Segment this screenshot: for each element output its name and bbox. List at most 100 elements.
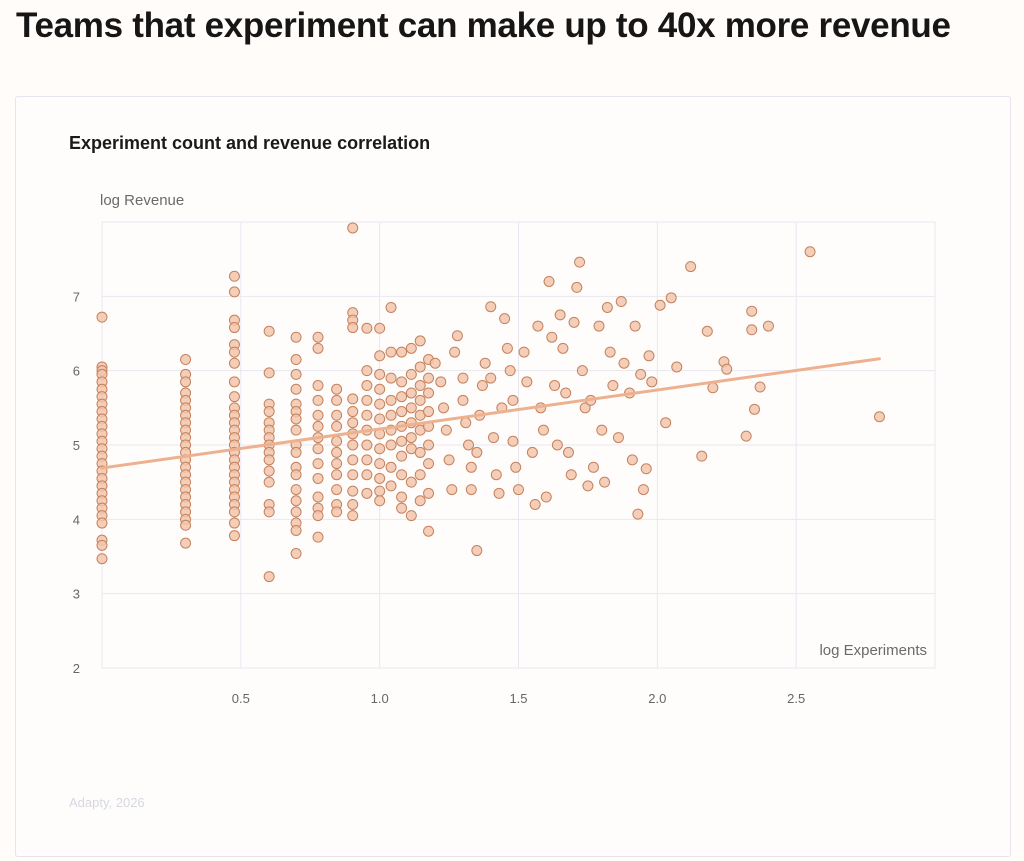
data-point: [385, 461, 397, 473]
data-point: [507, 435, 519, 447]
data-point: [290, 354, 302, 366]
data-point: [263, 465, 275, 477]
data-point: [312, 472, 324, 484]
data-point: [488, 432, 500, 444]
data-point: [804, 246, 816, 258]
data-point: [671, 361, 683, 373]
data-point: [396, 435, 408, 447]
data-point: [263, 406, 275, 418]
data-point: [451, 330, 463, 342]
data-point: [635, 368, 647, 380]
y-tick-label: 3: [73, 587, 80, 602]
data-point: [312, 409, 324, 421]
data-point: [312, 380, 324, 392]
x-tick-label: 2.5: [787, 691, 805, 706]
data-point: [396, 502, 408, 514]
data-point: [615, 296, 627, 308]
data-point: [385, 480, 397, 492]
data-point: [554, 309, 566, 321]
data-point: [405, 510, 417, 522]
data-point: [347, 485, 359, 497]
data-point: [414, 495, 426, 507]
data-point: [443, 454, 455, 466]
data-point: [485, 372, 497, 384]
data-point: [312, 443, 324, 455]
data-point: [290, 383, 302, 395]
data-point: [290, 469, 302, 481]
data-point: [463, 439, 475, 451]
data-point: [632, 508, 644, 520]
data-point: [347, 406, 359, 418]
data-point: [331, 446, 343, 458]
data-point: [180, 519, 192, 531]
data-point: [549, 380, 561, 392]
source-note: Adapty, 2026: [69, 795, 145, 810]
data-point: [312, 331, 324, 343]
data-point: [374, 443, 386, 455]
data-point: [374, 368, 386, 380]
data-point: [501, 342, 513, 354]
data-point: [396, 376, 408, 388]
data-point: [228, 322, 240, 334]
data-point: [396, 346, 408, 358]
y-tick-label: 7: [73, 289, 80, 304]
data-point: [576, 365, 588, 377]
data-point: [654, 299, 666, 311]
data-point: [312, 510, 324, 522]
data-point: [414, 361, 426, 373]
data-point: [612, 432, 624, 444]
data-point: [263, 571, 275, 583]
data-point: [685, 261, 697, 273]
data-point: [510, 461, 522, 473]
data-point: [565, 469, 577, 481]
data-point: [540, 491, 552, 503]
data-point: [518, 346, 530, 358]
data-point: [873, 411, 885, 423]
data-point: [396, 391, 408, 403]
data-point: [471, 446, 483, 458]
data-point: [405, 476, 417, 488]
data-point: [312, 342, 324, 354]
data-point: [537, 424, 549, 436]
data-point: [361, 469, 373, 481]
data-point: [228, 286, 240, 298]
data-point: [490, 469, 502, 481]
data-point: [374, 322, 386, 334]
data-point: [228, 506, 240, 518]
data-point: [347, 439, 359, 451]
data-point: [347, 469, 359, 481]
data-point: [457, 372, 469, 384]
data-point: [347, 510, 359, 522]
data-point: [331, 435, 343, 447]
data-point: [582, 480, 594, 492]
data-point: [385, 301, 397, 313]
data-point: [507, 394, 519, 406]
data-point: [423, 487, 435, 499]
y-tick-label: 2: [73, 661, 80, 676]
data-point: [331, 484, 343, 496]
data-point: [347, 454, 359, 466]
data-point: [643, 350, 655, 362]
data-point: [440, 424, 452, 436]
data-point: [385, 372, 397, 384]
data-point: [347, 393, 359, 405]
data-point: [485, 301, 497, 313]
data-point: [746, 305, 758, 317]
y-tick-label: 4: [73, 512, 80, 527]
data-point: [331, 469, 343, 481]
data-point: [374, 472, 386, 484]
data-point: [460, 417, 472, 429]
data-point: [637, 484, 649, 496]
data-point: [629, 320, 641, 332]
data-point: [312, 531, 324, 543]
data-point: [640, 463, 652, 475]
data-point: [543, 275, 555, 287]
data-point: [405, 342, 417, 354]
data-point: [290, 413, 302, 425]
data-point: [374, 485, 386, 497]
data-point: [499, 313, 511, 325]
data-point: [465, 484, 477, 496]
data-point: [546, 331, 558, 343]
data-point: [96, 553, 108, 565]
